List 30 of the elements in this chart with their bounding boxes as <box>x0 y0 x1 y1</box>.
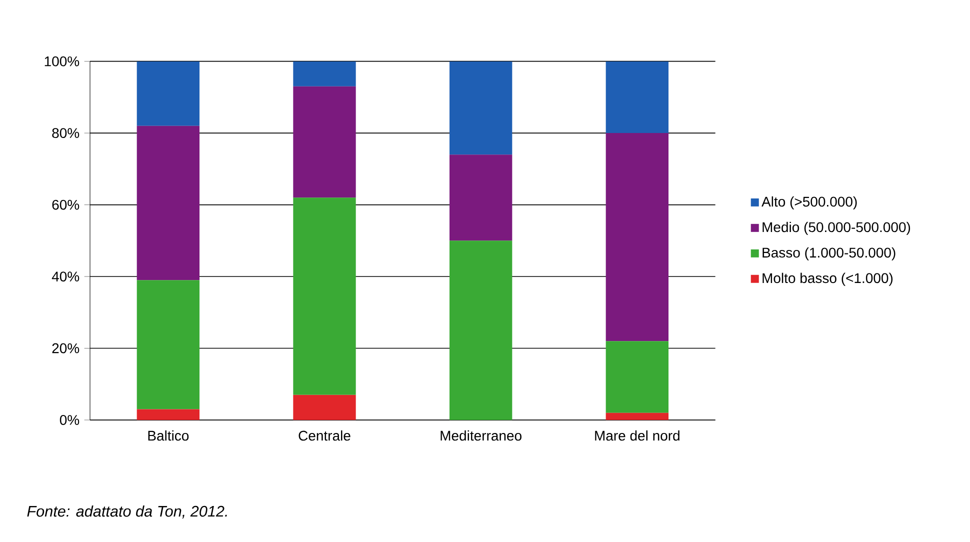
bar <box>450 61 512 155</box>
bar <box>606 412 668 420</box>
bar <box>136 280 200 410</box>
source-note: Fonte: adattato da Ton, 2012. <box>27 505 227 519</box>
legend-label: Alto (>500.000) <box>762 196 857 210</box>
bar <box>450 240 512 420</box>
legend-label: Basso (1.000-50.000) <box>762 247 896 260</box>
bar <box>293 198 356 395</box>
bar <box>293 61 356 86</box>
bar <box>136 61 200 126</box>
y-tick-label: 20% <box>52 343 80 354</box>
x-tick-label: Mediterraneo <box>440 430 522 441</box>
bar <box>606 341 668 413</box>
x-tick-label: Baltico <box>148 430 189 441</box>
legend-label: Molto basso (<1.000) <box>762 272 893 286</box>
bar <box>136 409 200 420</box>
bar <box>606 133 668 342</box>
y-tick-label: 100% <box>44 56 80 66</box>
bar <box>293 394 356 420</box>
x-tick-label: Mare del nord <box>595 430 680 441</box>
bar <box>450 154 512 241</box>
bar <box>293 86 356 198</box>
x-tick-label: Centrale <box>298 430 350 441</box>
bar <box>136 126 200 280</box>
y-tick-label: 40% <box>52 272 80 282</box>
y-tick-label: 80% <box>52 128 80 138</box>
legend-label: Medio (50.000-500.000) <box>762 222 910 235</box>
y-tick-label: 60% <box>52 200 80 210</box>
y-tick-label: 0% <box>60 415 80 425</box>
bar <box>606 61 668 134</box>
